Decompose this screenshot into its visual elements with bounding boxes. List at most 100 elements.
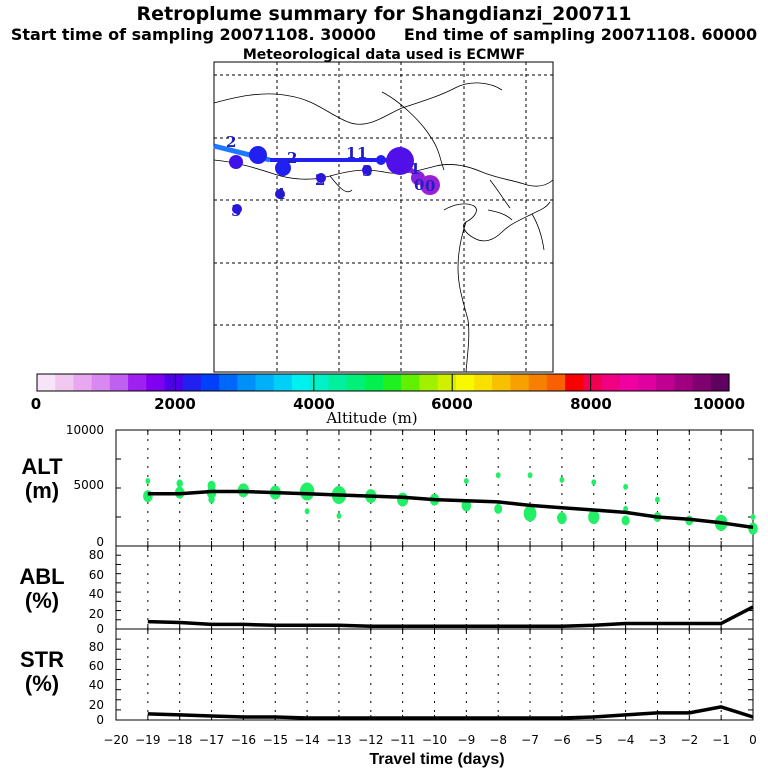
- colorbar-swatch: [674, 374, 694, 391]
- colorbar-swatch: [255, 374, 275, 391]
- plume-cluster: [362, 165, 372, 175]
- x-tick: −4: [617, 733, 635, 747]
- cluster-label: 0: [425, 177, 435, 195]
- plume-cluster: [275, 160, 291, 176]
- alt-label-line2: (m): [24, 478, 60, 503]
- x-tick: −11: [390, 733, 415, 747]
- colorbar-swatch: [510, 374, 530, 391]
- chart-title: Retroplume summary for Shangdianzi_20071…: [136, 3, 632, 25]
- colorbar-swatch: [474, 374, 493, 391]
- cluster-label: 4: [275, 185, 285, 203]
- plume-cluster: [232, 204, 242, 214]
- abl-ytick: 60: [89, 568, 104, 582]
- retroplume-map: 2 2 1 1 3 1 0 0 2 4 5: [213, 61, 554, 373]
- colorbar-swatch: [273, 374, 293, 391]
- colorbar-tick: 10000: [693, 395, 745, 413]
- x-tick: −3: [649, 733, 667, 747]
- x-tick: −1: [712, 733, 730, 747]
- colorbar-swatch: [364, 374, 384, 391]
- colorbar-swatch: [637, 374, 657, 391]
- colorbar-swatch: [401, 374, 421, 391]
- start-time-label: Start time of sampling 20071108. 30000: [10, 25, 376, 44]
- colorbar-swatch: [455, 374, 475, 391]
- plume-cluster: [386, 147, 414, 175]
- plume-cluster: [316, 173, 326, 183]
- colorbar-swatch: [710, 374, 730, 391]
- abl-panel-label: ABL (%): [12, 565, 72, 613]
- alt-ytick: 5000: [73, 478, 104, 492]
- cluster-label: 1: [357, 144, 367, 162]
- colorbar-swatch: [200, 374, 220, 391]
- abl-panel-frame: [115, 545, 754, 630]
- cluster-label: 1: [410, 160, 420, 178]
- abl-mean-line: [147, 605, 754, 628]
- x-tick: −18: [167, 733, 192, 747]
- colorbar-tick-labels: 0 2000 4000 6000 8000 10000: [31, 395, 745, 413]
- x-tick: −12: [358, 733, 383, 747]
- colorbar-swatch: [91, 374, 111, 391]
- abl-ytick: 80: [89, 548, 104, 562]
- colorbar-swatch: [37, 374, 56, 391]
- colorbar-tick: 6000: [431, 395, 473, 413]
- colorbar-label: Altitude (m): [325, 409, 417, 427]
- cluster-labels: 2 2 1 1 3 1 0 0 2 4 5: [226, 133, 435, 220]
- coastlines-borders: [213, 82, 554, 373]
- colorbar-swatch: [346, 374, 366, 391]
- x-tick: −16: [231, 733, 256, 747]
- colorbar-swatch: [146, 374, 166, 391]
- x-tick: −20: [103, 733, 128, 747]
- alt-cluster-point: [494, 503, 503, 514]
- x-tick: −7: [521, 733, 539, 747]
- time-series-panels: [115, 429, 758, 721]
- alt-cluster-point: [299, 482, 315, 501]
- colorbar-swatch: [565, 374, 584, 391]
- alt-mean-line: [147, 489, 754, 530]
- alt-cluster-point: [588, 510, 600, 524]
- cluster-label: 1: [346, 144, 356, 162]
- abl-ytick: 0: [96, 622, 104, 636]
- alt-cluster-point: [463, 478, 469, 485]
- cluster-label: 0: [414, 176, 424, 194]
- str-panel-label: STR (%): [12, 648, 72, 696]
- colorbar-swatch: [583, 374, 603, 391]
- abl-label-line2: (%): [24, 588, 60, 613]
- colorbar-swatch: [73, 374, 93, 391]
- alt-cluster-point: [557, 512, 567, 525]
- map-gridlines: [214, 62, 553, 372]
- colorbar-swatch: [437, 374, 457, 391]
- alt-cluster-point: [559, 476, 565, 483]
- cluster-label: 2: [226, 133, 236, 151]
- str-ytick: 20: [89, 698, 104, 712]
- colorbar-swatch: [419, 374, 439, 391]
- cluster-label: 2: [315, 171, 325, 189]
- colorbar-tick: 4000: [293, 395, 335, 413]
- x-tick: −8: [489, 733, 507, 747]
- x-tick-labels: −20 −19 −18 −17 −16 −15 −14 −13 −12 −11 …: [103, 733, 756, 747]
- alt-cluster-point: [304, 508, 310, 515]
- alt-cluster-point: [207, 480, 216, 491]
- map-frame: [213, 61, 554, 373]
- alt-cluster-point: [750, 514, 756, 520]
- alt-cluster-point: [621, 515, 630, 526]
- plume-cluster: [249, 146, 267, 164]
- str-label-line2: (%): [24, 671, 60, 696]
- colorbar-swatch: [492, 374, 512, 391]
- abl-ytick: 20: [89, 607, 104, 621]
- str-ytick: 40: [89, 678, 104, 692]
- abl-ytick: 40: [89, 587, 104, 601]
- plume-cluster: [376, 155, 386, 165]
- plume-cluster: [229, 155, 243, 169]
- x-tick: −15: [263, 733, 288, 747]
- colorbar-swatch: [237, 374, 257, 391]
- x-tick: −6: [553, 733, 571, 747]
- colorbar-tick: 2000: [154, 395, 196, 413]
- alt-cluster-point: [208, 495, 215, 504]
- colorbar-tick: 0: [31, 395, 41, 413]
- altitude-colorbar: [36, 373, 730, 392]
- colorbar-swatch: [219, 374, 238, 391]
- cluster-label: 3: [362, 162, 372, 180]
- plume-cluster: [275, 189, 285, 199]
- alt-panel-label: ALT (m): [12, 455, 72, 503]
- x-axis-title: Travel time (days): [369, 751, 504, 768]
